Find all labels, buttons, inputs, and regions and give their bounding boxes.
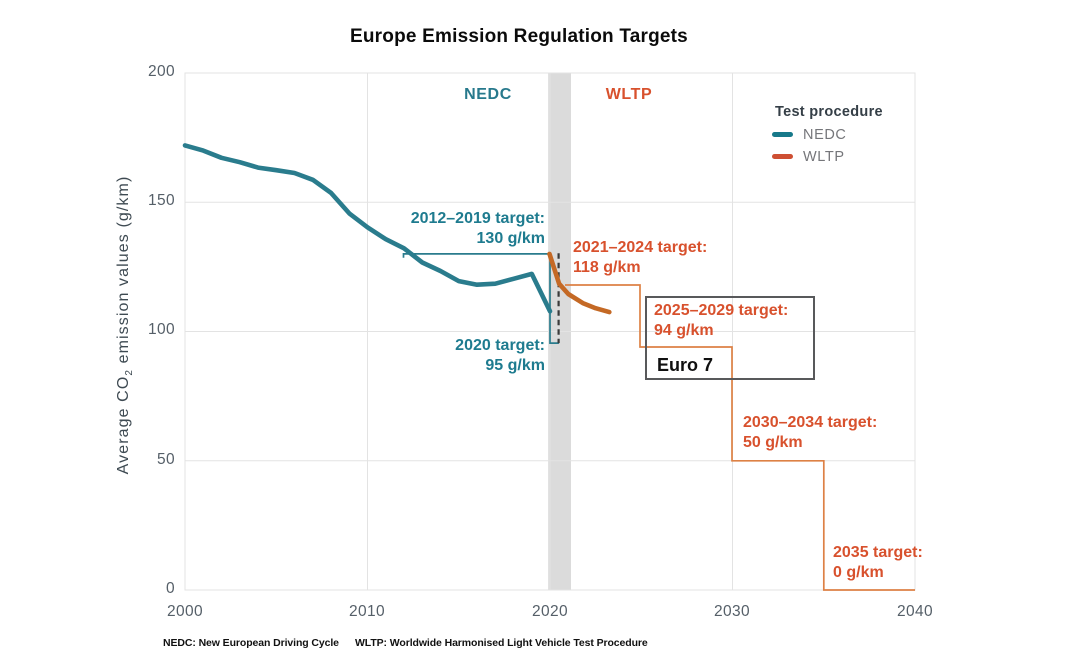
legend-item-label: WLTP [803,148,845,165]
annotation-target-2021-2024: 2021–2024 target: 118 g/km [573,239,708,276]
wltp-region-label: WLTP [605,86,653,103]
legend-item-wltp: WLTP [772,148,883,165]
footnote-nedc: NEDC: New European Driving Cycle [163,637,339,649]
nedc-target-step-line [402,253,559,344]
wltp-target-step-line [565,284,915,591]
wltp-curve [547,251,612,315]
x-tick-label: 2030 [713,603,751,620]
y-tick-label: 0 [165,580,175,597]
chart-title: Europe Emission Regulation Targets [350,26,688,47]
x-tick-label: 2020 [531,603,569,620]
nedc-region-label: NEDC [464,86,512,103]
nedc-line-swatch-icon [772,132,793,137]
x-tick-label: 2040 [896,603,934,620]
wltp-line-swatch-icon [772,154,793,159]
legend-title: Test procedure [775,104,883,120]
annotation-target-2025-2029: 2025–2029 target: 94 g/km [654,302,789,339]
annotation-target-2030-2034: 2030–2034 target: 50 g/km [743,414,878,451]
legend-item-nedc: NEDC [772,126,883,143]
plot-border [184,72,916,591]
legend: Test procedure NEDC WLTP [772,104,883,165]
annotation-target-2012-2019: 2012–2019 target: 130 g/km [410,210,545,247]
annotation-target-2035: 2035 target: 0 g/km [833,544,923,581]
euro7-label: Euro 7 [657,355,714,375]
nedc-curve [182,143,553,314]
y-tick-label: 150 [147,192,175,209]
y-tick-label: 100 [147,321,175,338]
x-tick-label: 2000 [166,603,204,620]
y-tick-label: 200 [147,63,175,80]
annotation-target-2020: 2020 target: 95 g/km [455,337,545,374]
y-tick-label: 50 [156,451,175,468]
footnote-wltp: WLTP: Worldwide Harmonised Light Vehicle… [355,637,648,649]
euro7-box [645,296,815,380]
legend-item-label: NEDC [803,126,847,143]
x-tick-label: 2010 [348,603,386,620]
